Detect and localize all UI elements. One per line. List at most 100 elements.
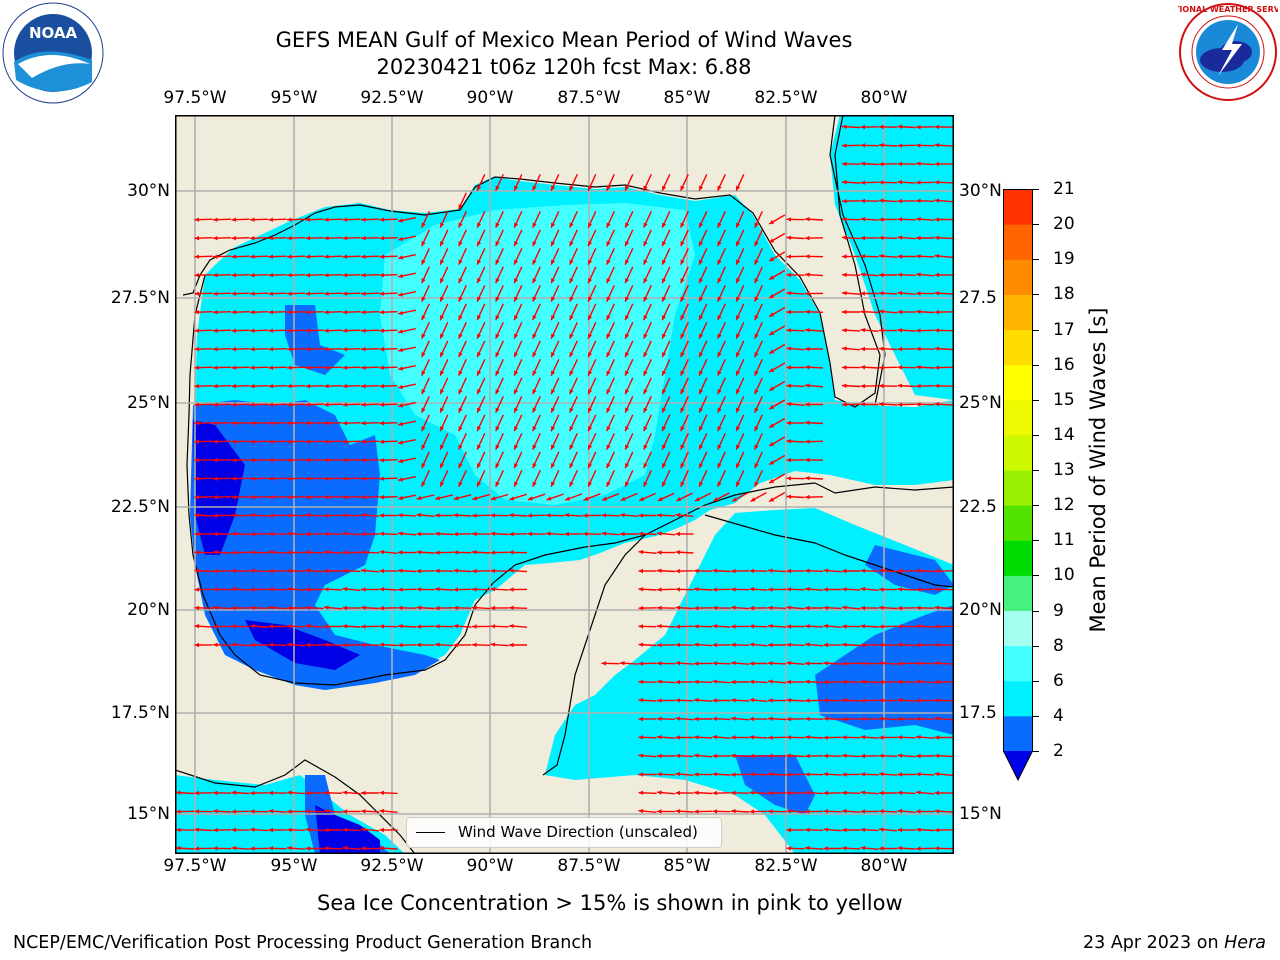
wind-wave-arrow-head (379, 217, 385, 222)
shelf-west (190, 400, 440, 690)
wind-wave-arrow-head (421, 389, 426, 395)
wind-wave-arrow-head (934, 217, 939, 222)
lon-label-top: 95°W (270, 88, 318, 108)
wind-wave-arrow-head (676, 496, 682, 501)
wind-wave-arrow-head (287, 273, 292, 278)
wind-wave-arrow-head (662, 278, 667, 284)
wind-wave-arrow-head (495, 481, 500, 487)
wind-wave-arrow-head (842, 309, 847, 315)
lon-label-top: 82.5°W (754, 88, 818, 108)
wind-wave-arrow-head (287, 495, 292, 500)
wind-wave-arrow-head (769, 386, 775, 391)
wind-wave-arrow-head (662, 241, 667, 247)
wind-wave-arrow-head (564, 531, 569, 537)
wind-wave-arrow-head (879, 161, 884, 167)
wind-wave-arrow-head (379, 421, 385, 426)
wind-wave-arrow-head (842, 328, 847, 333)
wind-wave-arrow-head (736, 426, 741, 432)
colorbar-tick (1033, 575, 1039, 577)
wind-wave-arrow-head (786, 772, 791, 777)
wind-wave-arrow-head (490, 496, 496, 501)
wind-wave-arrow-head (324, 217, 329, 222)
wind-wave-arrow-head (305, 310, 311, 315)
colorbar-label: Mean Period of Wind Waves [s] (1086, 307, 1110, 633)
wind-wave-arrow-head (546, 531, 551, 536)
wind-wave-arrow-head (342, 642, 348, 648)
wind-wave-arrow-head (754, 352, 759, 358)
wind-wave-arrow-head (194, 827, 200, 832)
wind-wave-arrow-head (736, 296, 741, 302)
wind-wave-arrow-head (588, 407, 593, 413)
wind-wave-arrow-head (860, 217, 866, 222)
wind-wave-arrow-head (324, 254, 329, 259)
wind-wave-arrow-head (551, 315, 556, 321)
wind-wave-arrow-head (342, 568, 348, 573)
wind-wave-arrow-head (606, 241, 611, 247)
wind-wave-arrow-head (754, 296, 759, 302)
wind-wave-arrow-head (643, 444, 648, 450)
map-panel (175, 115, 954, 854)
wind-wave-arrow-head (495, 259, 500, 265)
wind-wave-arrow-head (546, 513, 551, 518)
wind-wave-arrow-head (421, 296, 426, 302)
wind-wave-arrow-head (379, 808, 385, 814)
wind-wave-arrow-head (440, 352, 445, 358)
wind-wave-arrow-head (379, 568, 384, 574)
wind-wave-arrow-head (268, 458, 274, 463)
wind-wave-arrow-head (509, 550, 514, 555)
wind-wave-arrow-head (860, 661, 865, 666)
wind-wave-arrow-head (643, 241, 648, 247)
wind-wave-arrow-head (934, 698, 940, 703)
chart-subtitle: 20230421 t06z 120h fcst Max: 6.88 (376, 55, 752, 79)
wind-wave-arrow-head (453, 624, 459, 629)
wind-wave-arrow-head (934, 827, 940, 833)
wind-wave-arrow-head (231, 384, 237, 389)
wind-wave-arrow-head (625, 426, 630, 432)
wind-wave-arrow-head (477, 370, 482, 376)
wind-wave-arrow-head (625, 333, 630, 339)
wind-wave-arrow-head (934, 402, 940, 407)
wind-wave-arrow-head (897, 402, 902, 407)
wind-wave-arrow-head (717, 259, 722, 265)
wind-wave-arrow-head (361, 531, 366, 537)
wind-wave-arrow-head (379, 273, 385, 278)
wind-wave-arrow-head (934, 383, 940, 389)
wind-wave-arrow-head (749, 735, 755, 740)
wind-wave-arrow-head (675, 605, 681, 610)
wind-wave-arrow-head (287, 513, 292, 518)
wind-wave-arrow-head (749, 568, 755, 574)
wind-wave-arrow-head (934, 661, 940, 666)
wind-wave-arrow-head (680, 185, 685, 191)
lat-label-left: 20°N (127, 600, 170, 620)
wind-wave-arrow-head (324, 384, 329, 389)
wind-wave-arrow-head (662, 259, 667, 265)
wind-wave-arrow-head (250, 439, 255, 444)
wind-wave-arrow-head (213, 217, 218, 222)
wind-wave-arrow-head (342, 217, 348, 222)
wind-wave-arrow-head (250, 458, 255, 463)
wind-wave-arrow-head (754, 444, 759, 450)
wind-wave-arrow-head (268, 513, 273, 518)
wind-wave-arrow-head (675, 531, 680, 537)
wind-wave-arrow-head (879, 365, 884, 370)
wind-wave-arrow-head (477, 296, 482, 302)
wind-wave-arrow-head (786, 457, 792, 463)
colorbar-tick (1033, 259, 1039, 261)
wind-wave-arrow-head (842, 605, 847, 610)
wind-wave-arrow-head (324, 273, 329, 278)
wind-wave-arrow-head (361, 624, 366, 629)
wind-wave-arrow-head (897, 365, 902, 370)
wind-wave-arrow-head (268, 365, 274, 370)
wind-wave-arrow-head (754, 315, 759, 321)
lat-label-right: 20°N (959, 600, 1002, 620)
wind-wave-arrow-head (897, 346, 903, 352)
wind-wave-arrow-head (588, 296, 593, 302)
wind-wave-arrow-head (675, 790, 680, 796)
wind-wave-arrow-head (551, 463, 556, 469)
wind-wave-arrow-head (712, 734, 718, 740)
noaa-logo: NOAA (2, 2, 104, 104)
graticule (175, 115, 954, 854)
wind-wave-arrow-head (606, 389, 611, 395)
wind-wave-arrow-head (398, 347, 403, 353)
wind-wave-arrow-head (490, 642, 496, 647)
